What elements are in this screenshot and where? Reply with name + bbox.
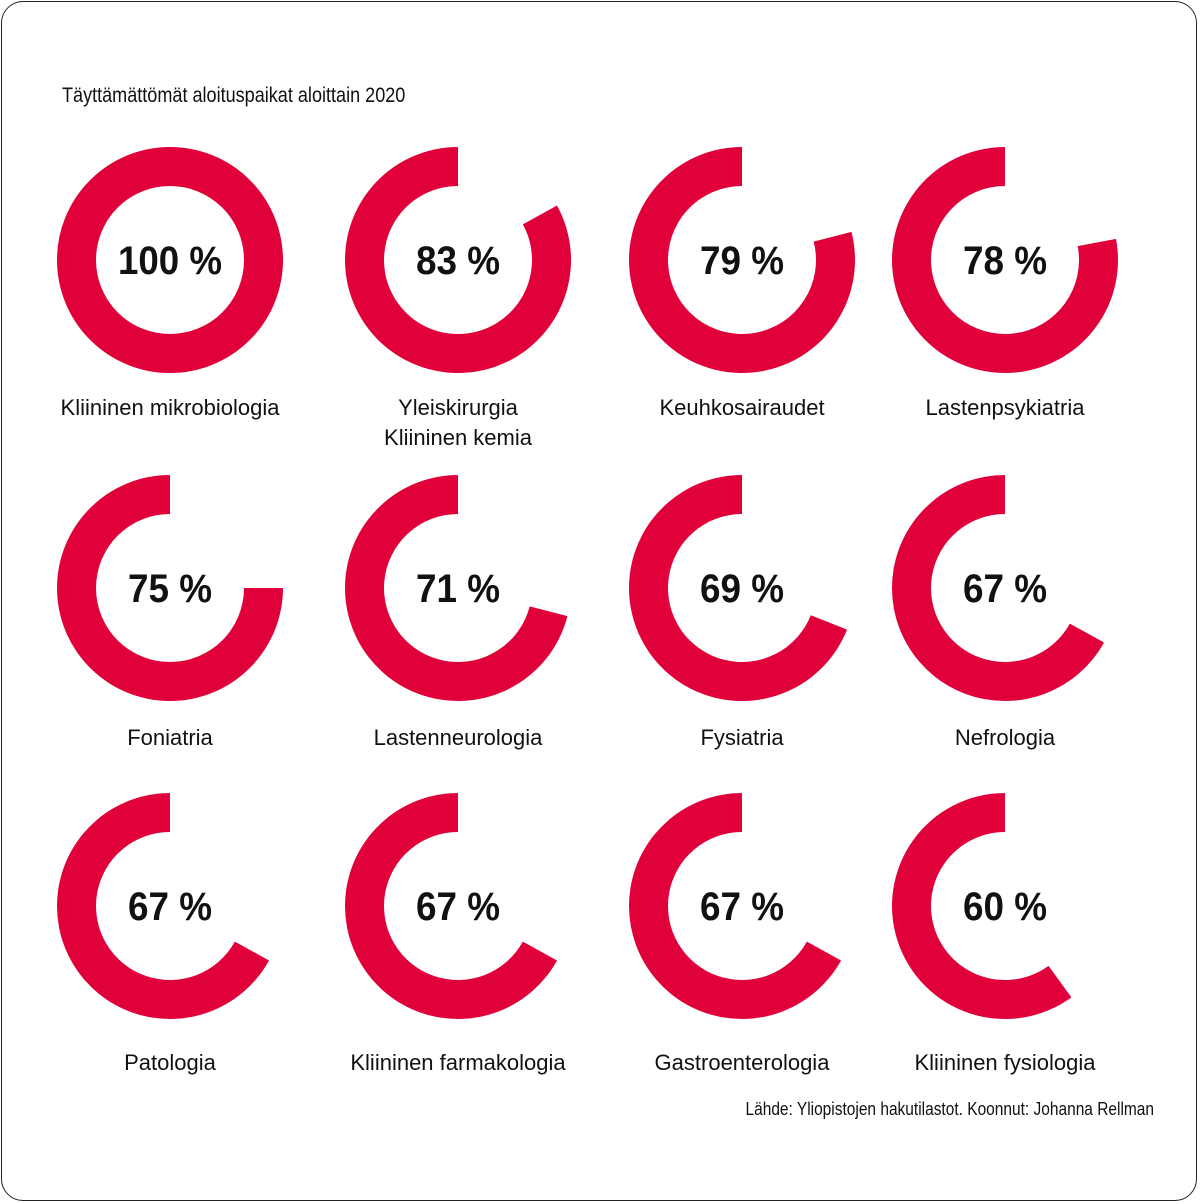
- donut-arc: [891, 146, 1118, 373]
- donut-category-label: Kliininen fysiologia: [915, 1050, 1097, 1075]
- donut-arc: [345, 475, 568, 702]
- donut-value-label: 78 %: [963, 239, 1047, 283]
- donut-value-label: 67 %: [128, 885, 212, 929]
- donut-value-label: 100 %: [118, 239, 222, 283]
- donut-category-label: Kliininen mikrobiologia: [61, 395, 281, 420]
- donut-value-label: 67 %: [963, 567, 1047, 611]
- donut-arc: [344, 147, 571, 373]
- donut-value-label: 79 %: [700, 239, 784, 283]
- donut-value-label: 71 %: [416, 567, 500, 611]
- donut-item: 67 % Kliininen farmakologia: [344, 793, 566, 1075]
- donut-item: 79 % Keuhkosairaudet: [629, 147, 855, 420]
- donut-category-label: Lastenneurologia: [374, 725, 544, 750]
- donut-category-label: Yleiskirurgia: [398, 395, 519, 420]
- donut-category-label: Foniatria: [127, 725, 213, 750]
- donut-item: 78 % Lastenpsykiatria: [891, 146, 1118, 420]
- donut-arc: [892, 475, 1105, 702]
- donut-item: 100 % Kliininen mikrobiologia: [57, 147, 283, 420]
- donut-item: 83 % Yleiskirurgia Kliininen kemia: [344, 147, 571, 450]
- donut-category-label: Kliininen farmakologia: [350, 1050, 566, 1075]
- donut-item: 69 % Fysiatria: [629, 475, 848, 750]
- donut-item: 67 % Nefrologia: [892, 475, 1105, 750]
- donut-item: 60 % Kliininen fysiologia: [892, 793, 1096, 1075]
- donut-item: 67 % Patologia: [56, 793, 270, 1075]
- donut-arc: [344, 793, 558, 1019]
- donut-category-label: Keuhkosairaudet: [659, 395, 824, 420]
- chart-source: Lähde: Yliopistojen hakutilastot. Koonnu…: [745, 1099, 1155, 1119]
- chart-title: Täyttämättömät aloituspaikat aloittain 2…: [62, 84, 406, 107]
- donut-arc: [892, 793, 1072, 1019]
- donut-arc: [57, 147, 283, 373]
- donut-item: 67 % Gastroenterologia: [629, 793, 842, 1075]
- donut-arc: [629, 147, 855, 373]
- donut-value-label: 67 %: [700, 885, 784, 929]
- donut-category-label: Lastenpsykiatria: [926, 395, 1086, 420]
- donut-arc: [56, 793, 270, 1019]
- donut-value-label: 75 %: [128, 567, 212, 611]
- donut-value-label: 69 %: [700, 567, 784, 611]
- donut-category-label: Kliininen kemia: [384, 425, 533, 450]
- donut-value-label: 67 %: [416, 885, 500, 929]
- donut-item: 75 % Foniatria: [57, 475, 283, 750]
- donut-category-label: Patologia: [124, 1050, 217, 1075]
- donut-arc: [629, 475, 848, 701]
- donut-category-label: Fysiatria: [700, 725, 784, 750]
- donut-value-label: 83 %: [416, 239, 500, 283]
- donut-arc: [629, 793, 842, 1019]
- donut-value-label: 60 %: [963, 885, 1047, 929]
- donut-category-label: Nefrologia: [955, 725, 1056, 750]
- donut-category-label: Gastroenterologia: [655, 1050, 831, 1075]
- donut-arc: [57, 475, 283, 701]
- donut-item: 71 % Lastenneurologia: [345, 475, 568, 750]
